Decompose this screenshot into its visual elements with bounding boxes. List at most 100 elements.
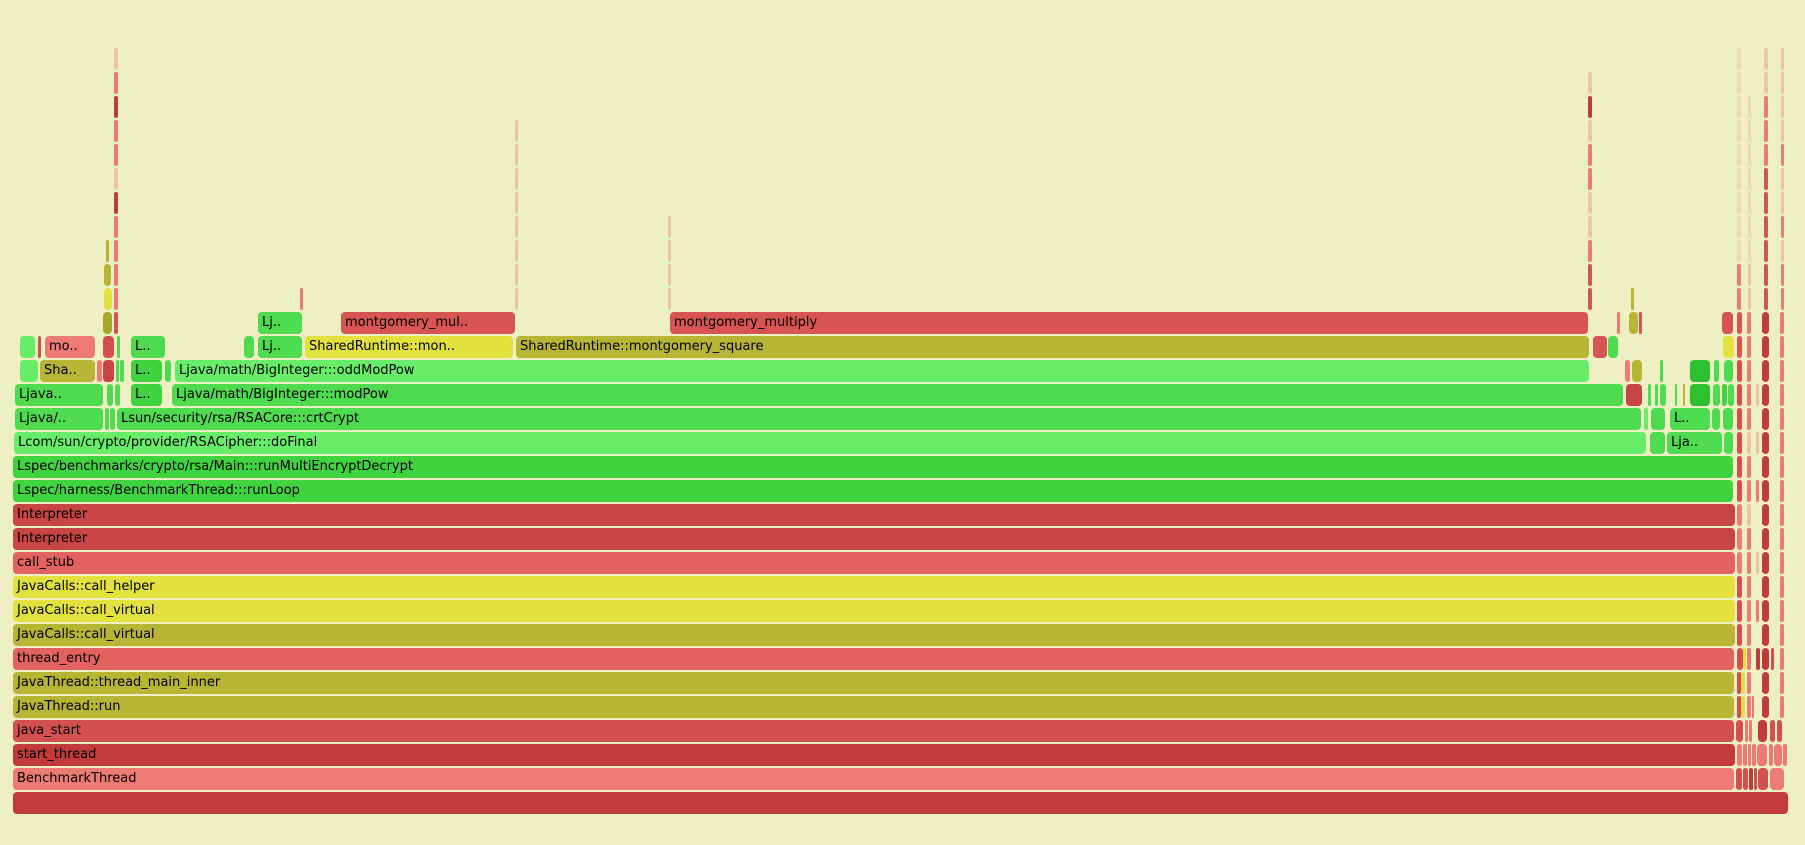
flame-frame[interactable] [1780,576,1784,598]
flame-frame-call-stub[interactable]: call_stub [13,552,1735,574]
flame-frame-lsun-security-rsa-rsacore-crtcrypt[interactable]: Lsun/security/rsa/RSACore:::crtCrypt [117,408,1641,430]
flame-frame[interactable] [1780,384,1784,406]
flame-frame[interactable] [1756,480,1759,502]
flame-frame[interactable] [1780,408,1784,430]
flame-frame[interactable] [104,288,112,310]
flame-frame[interactable] [1588,96,1592,118]
flame-frame[interactable] [1712,408,1720,430]
flame-frame-l[interactable]: L.. [131,336,165,358]
flame-frame[interactable] [1754,768,1757,790]
flame-frame[interactable] [1736,720,1743,742]
flame-frame[interactable] [105,408,109,430]
flame-frame[interactable] [668,216,671,238]
flame-frame-ljava-math-biginteger-oddmodpow[interactable]: Ljava/math/BigInteger:::oddModPow [175,360,1589,382]
flame-frame-sha[interactable]: Sha.. [40,360,95,382]
flame-frame[interactable] [1757,744,1767,766]
flame-frame[interactable] [1780,336,1784,358]
flame-frame-sharedruntime-montgomery-square[interactable]: SharedRuntime::montgomery_square [516,336,1589,358]
flame-frame[interactable] [114,264,118,286]
flame-frame[interactable] [1747,600,1751,622]
flame-frame[interactable] [1762,528,1769,550]
flame-frame[interactable] [1748,120,1751,142]
flame-frame[interactable] [1764,264,1768,286]
flame-frame-l[interactable]: L.. [1670,408,1710,430]
flame-frame[interactable] [1737,600,1742,622]
flame-frame[interactable] [1741,696,1745,718]
flame-frame[interactable] [1762,312,1769,334]
flame-frame[interactable] [114,144,118,166]
flame-frame[interactable] [1737,744,1742,766]
flame-frame[interactable] [20,336,35,358]
flame-frame[interactable] [97,360,102,382]
flame-frame-montgomery-multiply[interactable]: montgomery_multiply [670,312,1588,334]
flame-frame[interactable] [1747,312,1751,334]
flame-frame[interactable] [1747,528,1751,550]
flame-frame[interactable] [110,408,115,430]
flame-frame-montgomery-mul[interactable]: montgomery_mul.. [341,312,515,334]
flame-frame[interactable] [1588,120,1592,142]
flame-frame[interactable] [1764,240,1768,262]
flame-frame[interactable] [1780,624,1784,646]
flame-frame[interactable] [1683,384,1685,406]
flame-frame[interactable] [515,144,518,166]
flame-frame[interactable] [103,312,112,334]
flame-frame-l[interactable]: L.. [131,360,162,382]
flame-frame-javacalls-call-virtual[interactable]: JavaCalls::call_virtual [13,624,1735,646]
flame-frame[interactable] [114,216,118,238]
flame-frame[interactable] [1588,264,1592,286]
flame-frame-ljava[interactable]: Ljava.. [15,384,103,406]
flame-frame[interactable] [1762,432,1769,454]
flame-frame[interactable] [1762,480,1769,502]
flame-frame[interactable] [1762,360,1769,382]
flame-frame-interpreter[interactable]: Interpreter [13,504,1735,526]
flame-frame[interactable] [1783,744,1787,766]
flame-frame[interactable] [1762,552,1769,574]
flame-frame[interactable] [1632,360,1642,382]
flame-frame[interactable] [1737,384,1742,406]
flame-frame[interactable] [1737,48,1741,70]
flame-frame[interactable] [1588,144,1592,166]
flame-frame[interactable] [1756,600,1759,622]
flame-frame[interactable] [1737,624,1742,646]
flame-frame[interactable] [1655,384,1658,406]
flame-frame-ljava-math-biginteger-modpow[interactable]: Ljava/math/BigInteger:::modPow [172,384,1623,406]
flame-frame[interactable] [1749,720,1752,742]
flame-frame[interactable] [1747,504,1751,526]
flame-frame[interactable] [1650,432,1665,454]
flame-frame-sharedruntime-mon[interactable]: SharedRuntime::mon.. [305,336,513,358]
flame-frame[interactable] [1737,168,1741,190]
flame-frame[interactable] [1660,384,1666,406]
flame-frame-java-start[interactable]: java_start [13,720,1734,742]
flame-frame-javacalls-call-helper[interactable]: JavaCalls::call_helper [13,576,1735,598]
flame-frame-lja[interactable]: Lja.. [1667,432,1722,454]
flame-frame[interactable] [1780,552,1784,574]
flame-frame[interactable] [1762,504,1769,526]
flame-frame[interactable] [1774,744,1782,766]
flame-frame[interactable] [1748,192,1751,214]
flame-frame[interactable] [300,288,303,310]
flame-frame[interactable] [1747,624,1751,646]
flame-frame[interactable] [1737,264,1741,286]
flame-frame[interactable] [1737,144,1741,166]
flame-frame[interactable] [1781,168,1784,190]
flame-frame[interactable] [1770,720,1775,742]
flame-frame[interactable] [1764,192,1768,214]
flame-frame-lj[interactable]: Lj.. [258,336,302,358]
flame-frame[interactable] [1780,648,1784,670]
flame-frame[interactable] [1748,288,1751,310]
flame-frame[interactable] [668,288,671,310]
flame-frame[interactable] [1747,696,1751,718]
flame-frame[interactable] [13,792,1788,814]
flame-frame[interactable] [1780,504,1784,526]
flame-frame[interactable] [1626,384,1642,406]
flame-frame[interactable] [1758,768,1768,790]
flame-frame[interactable] [1593,336,1607,358]
flame-frame[interactable] [1629,312,1638,334]
flame-frame[interactable] [115,384,120,406]
flame-frame[interactable] [1737,432,1742,454]
flame-frame[interactable] [114,72,118,94]
flame-frame[interactable] [1764,288,1768,310]
flame-frame[interactable] [38,336,41,358]
flame-frame[interactable] [1737,192,1741,214]
flame-frame[interactable] [1631,288,1634,310]
